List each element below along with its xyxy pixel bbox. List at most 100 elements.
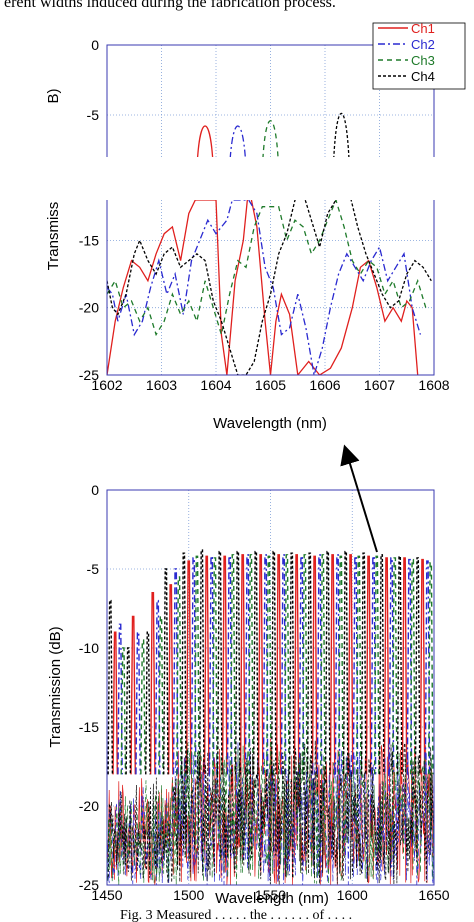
series-peak-Ch3 xyxy=(140,639,146,775)
series-peak-Ch1 xyxy=(329,554,336,775)
y-tick-label: -5 xyxy=(87,561,100,577)
series-peak-Ch3 xyxy=(194,555,200,775)
y-tick-label: -5 xyxy=(87,107,100,123)
series-peak-Ch4 xyxy=(414,557,421,775)
series-peak-Ch4 xyxy=(145,631,151,775)
x-tick-label: 1608 xyxy=(418,377,449,393)
legend-label-Ch4: Ch4 xyxy=(411,69,435,84)
legend-label-Ch3: Ch3 xyxy=(411,53,435,68)
legend-label-Ch2: Ch2 xyxy=(411,37,435,52)
series-peak-Ch3 xyxy=(120,647,127,775)
series-peak-Ch4 xyxy=(306,552,313,775)
series-peak-Ch4 xyxy=(288,552,295,775)
legend-box xyxy=(372,22,466,90)
y-tick-label: -25 xyxy=(79,877,99,893)
series-peak-Ch3 xyxy=(266,555,272,775)
x-axis-label: Wavelength (nm) xyxy=(215,890,329,907)
series-peak-Ch1 xyxy=(257,554,264,775)
series-peak-Ch1 xyxy=(185,560,192,775)
series-peak-Ch2 xyxy=(154,599,161,775)
series-line-Ch4 xyxy=(107,200,432,375)
series-peak-Ch1 xyxy=(311,555,318,775)
y-tick-label: -15 xyxy=(79,232,99,248)
series-peak-Ch4 xyxy=(342,550,349,775)
series-peak-Ch4 xyxy=(216,550,223,775)
y-tick-label: 0 xyxy=(91,482,99,498)
series-peak-Ch1 xyxy=(167,584,174,775)
series-floor-Ch4 xyxy=(107,740,434,885)
x-tick-label: 1602 xyxy=(91,377,122,393)
x-tick-label: 1650 xyxy=(418,887,449,903)
series-peak-Ch1 xyxy=(130,615,136,775)
y-tick-label: 0 xyxy=(91,37,99,53)
series-peak-Ch2 xyxy=(298,555,305,775)
series-peak-Ch4 xyxy=(360,552,367,775)
y-tick-label: -25 xyxy=(79,367,99,383)
series-peak-Ch4 xyxy=(324,550,331,775)
series-peak-Ch1 xyxy=(347,554,354,775)
axis-frame-upper xyxy=(106,44,435,157)
series-peak-Ch2 xyxy=(208,555,215,775)
y-tick-label: -15 xyxy=(79,719,99,735)
series-peak-Ch2 xyxy=(172,568,179,775)
x-tick-label: 1604 xyxy=(200,377,231,393)
series-peak-Ch1 xyxy=(419,558,426,775)
series-peak-Ch1 xyxy=(275,554,282,775)
annotation-arrow xyxy=(340,444,378,553)
series-peak-Ch1 xyxy=(112,631,118,775)
series-peak-Ch3 xyxy=(262,120,279,157)
series-peak-Ch2 xyxy=(135,631,141,775)
y-axis-label: Transmission (dB) xyxy=(47,626,64,747)
series-peak-Ch2 xyxy=(370,555,377,775)
series-peak-Ch1 xyxy=(401,557,408,775)
series-peak-Ch1 xyxy=(149,592,156,775)
series-peak-Ch2 xyxy=(406,558,413,775)
series-peak-Ch1 xyxy=(239,554,246,775)
caption-top-text: erent widths induced during the fabricat… xyxy=(4,0,336,11)
series-peak-Ch4 xyxy=(333,112,350,157)
series-peak-Ch4 xyxy=(181,552,187,775)
series-peak-Ch3 xyxy=(409,558,416,775)
y-tick-label: -20 xyxy=(79,798,99,814)
series-peak-Ch3 xyxy=(319,554,326,775)
series-peak-Ch3 xyxy=(284,554,290,775)
series-peak-Ch4 xyxy=(252,550,259,775)
y-axis-label-part: B) xyxy=(45,88,62,103)
x-tick-label: 1550 xyxy=(255,887,286,903)
y-tick-label: -20 xyxy=(79,300,99,316)
series-peak-Ch3 xyxy=(212,557,218,775)
caption-bottom-text: Fig. 3 Measured . . . . . the . . . . . … xyxy=(120,908,353,922)
x-tick-label: 1607 xyxy=(364,377,395,393)
arrow-line xyxy=(340,444,378,553)
caption-bottom: Fig. 3 Measured . . . . . the . . . . . … xyxy=(0,908,474,922)
y-tick-label: -10 xyxy=(79,640,99,656)
series-peak-Ch3 xyxy=(373,555,380,775)
series-peak-Ch2 xyxy=(424,560,431,775)
series-peak-Ch1 xyxy=(365,555,372,775)
x-tick-label: 1600 xyxy=(337,887,368,903)
series-peak-Ch3 xyxy=(248,554,254,775)
series-peak-Ch1 xyxy=(221,555,228,775)
series-peak-Ch1 xyxy=(203,555,210,775)
y-axis-label: Transmiss xyxy=(45,202,62,271)
series-peak-Ch2 xyxy=(226,555,233,775)
series-line-Ch2 xyxy=(107,200,422,375)
series-peak-Ch4 xyxy=(163,568,169,775)
series-line-Ch1 xyxy=(107,200,419,375)
series-peak-Ch2 xyxy=(229,125,246,157)
x-tick-label: 1450 xyxy=(91,887,122,903)
series-peak-Ch3 xyxy=(158,615,164,775)
series-floor-Ch3 xyxy=(107,742,434,885)
series-peak-Ch1 xyxy=(293,554,300,775)
x-tick-label: 1603 xyxy=(146,377,177,393)
axis-frame xyxy=(106,489,435,886)
x-tick-label: 1605 xyxy=(255,377,286,393)
series-peak-Ch4 xyxy=(199,549,205,775)
series-peak-Ch3 xyxy=(427,561,434,775)
series-peak-Ch4 xyxy=(234,550,241,775)
axis-frame-lower xyxy=(106,200,435,376)
x-tick-label: 1500 xyxy=(173,887,204,903)
series-peak-Ch3 xyxy=(230,554,236,775)
series-peak-Ch3 xyxy=(337,555,344,775)
